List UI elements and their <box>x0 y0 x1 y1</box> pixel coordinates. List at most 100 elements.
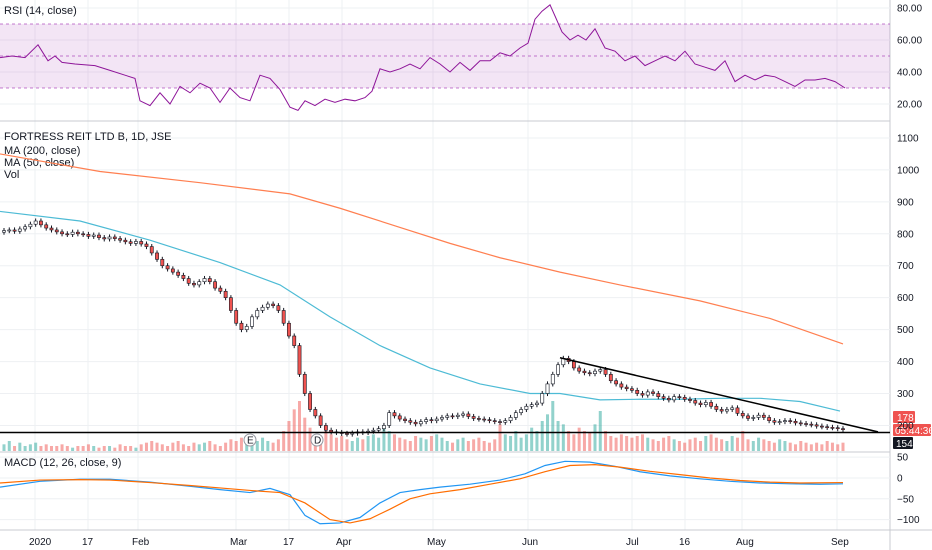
volume-bar <box>735 437 739 451</box>
volume-bar <box>477 437 481 451</box>
rsi-tick-label: 20.00 <box>897 100 922 111</box>
price-tag-bg <box>893 411 915 423</box>
volume-bar <box>81 446 85 451</box>
candle-body <box>455 414 460 417</box>
candle-body <box>571 361 576 369</box>
volume-bar <box>181 444 185 451</box>
candle-body <box>487 419 492 421</box>
candle-body <box>740 413 745 417</box>
volume-bar <box>699 441 703 451</box>
candle-body <box>302 374 307 394</box>
candle-body <box>17 228 22 232</box>
candle-body <box>107 236 112 240</box>
candle-body <box>688 398 692 401</box>
time-axis-label: 2020 <box>29 537 52 548</box>
candle-body <box>91 234 96 237</box>
volume-bar <box>340 436 344 451</box>
volume-bar <box>23 446 27 451</box>
volume-bar <box>123 446 127 451</box>
signal-line <box>0 464 844 524</box>
candle-body <box>287 322 291 337</box>
volume-bar <box>815 442 819 451</box>
volume-bar <box>2 444 6 451</box>
volume-bar <box>456 439 460 451</box>
volume-bar <box>55 446 59 451</box>
candle-body <box>49 227 54 231</box>
countdown-tag: 05:44:36 <box>895 426 932 437</box>
time-axis-label: Feb <box>132 537 150 548</box>
volume-bar <box>424 439 428 451</box>
candle-body <box>250 316 254 327</box>
candle-body <box>640 393 645 396</box>
volume-bar <box>171 442 175 451</box>
volume-bar <box>466 441 470 451</box>
candle-body <box>244 326 249 330</box>
volume-bar <box>830 442 834 451</box>
volume-bar <box>245 442 249 451</box>
volume-bar <box>778 439 782 451</box>
volume-bar <box>524 434 528 451</box>
candle-body <box>746 415 750 419</box>
volume-bar <box>287 421 291 451</box>
candle-body <box>81 233 86 236</box>
volume-bar <box>329 434 333 451</box>
volume-bar <box>176 441 180 451</box>
candle-body <box>614 380 619 385</box>
volume-bar <box>672 439 676 451</box>
candle-body <box>181 275 186 279</box>
volume-bar <box>577 427 581 451</box>
volume-bar <box>804 442 808 451</box>
volume-bar <box>693 437 697 451</box>
volume-bar <box>97 447 101 451</box>
candle-body <box>841 428 845 430</box>
candle-body <box>392 412 397 417</box>
candle-body <box>661 396 666 399</box>
candle-body <box>603 369 608 375</box>
volume-bar <box>472 439 476 451</box>
price-tick-label: 700 <box>897 261 914 272</box>
candle-body <box>587 372 592 375</box>
candle-body <box>630 388 634 391</box>
volume-bar <box>118 444 122 451</box>
candle-body <box>645 391 650 396</box>
rsi-tick-label: 60.00 <box>897 36 922 47</box>
candle-body <box>577 367 582 372</box>
candle-body <box>170 268 175 273</box>
candle-body <box>54 229 59 233</box>
candle-body <box>12 229 17 232</box>
legend-ma200: MA (200, close) <box>4 145 80 157</box>
candle-body <box>165 265 170 270</box>
volume-bar <box>519 437 523 451</box>
candle-body <box>556 364 560 375</box>
candle-body <box>144 243 149 247</box>
candle-body <box>7 229 12 232</box>
candle-body <box>149 246 154 254</box>
volume-bar <box>197 444 201 451</box>
volume-bar <box>113 447 117 451</box>
price-tick-label: 500 <box>897 325 914 336</box>
volume-bar <box>414 436 418 451</box>
volume-bar <box>788 442 792 451</box>
volume-bar <box>820 444 824 451</box>
volume-bar <box>751 441 755 451</box>
volume-bar <box>561 424 565 451</box>
volume-bar <box>403 439 407 451</box>
volume-bar <box>783 441 787 451</box>
volume-bar <box>435 434 439 451</box>
candle-body <box>666 397 671 401</box>
price-pane: FORTRESS REIT LTD B, 1D, JSE MA (200, cl… <box>4 131 171 181</box>
candle-body <box>809 423 814 426</box>
candle-body <box>292 335 297 346</box>
candle-body <box>308 393 312 410</box>
volume-bar <box>493 439 497 451</box>
candle-body <box>445 415 450 418</box>
macd-tick-label: −100 <box>897 515 920 526</box>
volume-bar <box>551 401 555 451</box>
macd-tick-label: 50 <box>897 453 909 464</box>
price-tick-label: 900 <box>897 197 914 208</box>
price-tick-label: 200 <box>897 421 914 432</box>
candle-body <box>508 417 513 421</box>
volume-bar <box>720 439 724 451</box>
volume-bar <box>39 446 43 451</box>
candle-body <box>376 428 381 431</box>
